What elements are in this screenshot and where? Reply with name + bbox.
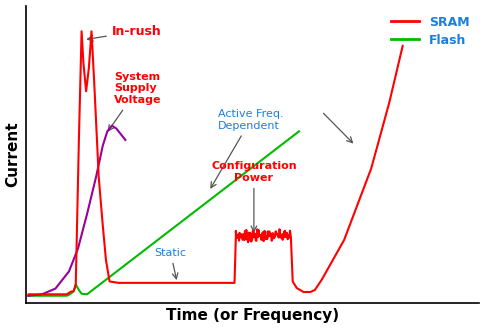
Y-axis label: Current: Current (5, 121, 20, 187)
X-axis label: Time (or Frequency): Time (or Frequency) (166, 309, 339, 323)
Legend: SRAM, Flash: SRAM, Flash (387, 12, 472, 50)
Text: In-rush: In-rush (87, 25, 161, 41)
Text: System
Supply
Voltage: System Supply Voltage (108, 72, 161, 131)
Text: Configuration
Power: Configuration Power (211, 161, 296, 232)
Text: Static: Static (154, 248, 186, 279)
Text: Active Freq.
Dependent: Active Freq. Dependent (211, 109, 283, 188)
